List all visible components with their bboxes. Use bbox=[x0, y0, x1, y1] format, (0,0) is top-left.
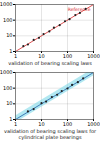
svg-text:100: 100 bbox=[63, 53, 73, 59]
html-text:validation of bearing scaling: validation of bearing scaling laws for c… bbox=[4, 128, 96, 140]
svg-text:1: 1 bbox=[14, 53, 17, 59]
svg-text:100: 100 bbox=[3, 17, 13, 23]
svg-text:1000: 1000 bbox=[0, 1, 13, 7]
html-text:validation of bearing scaling: validation of bearing scaling laws bbox=[8, 60, 92, 66]
svg-text:1000: 1000 bbox=[87, 53, 100, 59]
svg-text:10: 10 bbox=[38, 121, 44, 127]
svg-text:100: 100 bbox=[63, 121, 73, 127]
svg-text:10: 10 bbox=[6, 100, 12, 106]
svg-text:1000: 1000 bbox=[0, 69, 13, 75]
svg-text:1: 1 bbox=[14, 121, 17, 127]
svg-text:10: 10 bbox=[38, 53, 44, 59]
svg-text:1: 1 bbox=[9, 48, 12, 54]
svg-text:10: 10 bbox=[6, 32, 12, 38]
svg-text:1000: 1000 bbox=[87, 121, 100, 127]
svg-text:1: 1 bbox=[9, 116, 12, 122]
svg-text:Reference: Reference bbox=[68, 7, 91, 12]
svg-text:100: 100 bbox=[3, 85, 13, 91]
